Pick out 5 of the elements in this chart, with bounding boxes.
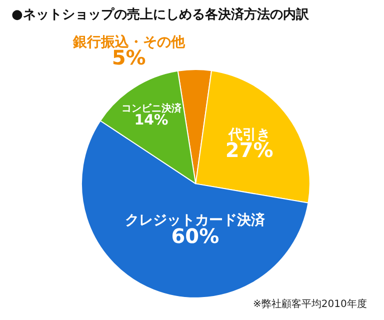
slice-label: 銀行振込・その他 [72,34,186,50]
chart-title: ●ネットショップの売上にしめる各決済方法の内訳 [12,6,310,23]
data-label: 14% [134,112,168,129]
text: ※弊社顧客平均2010年度 [253,298,367,310]
slice-label: コンビニ決済 [121,102,182,115]
